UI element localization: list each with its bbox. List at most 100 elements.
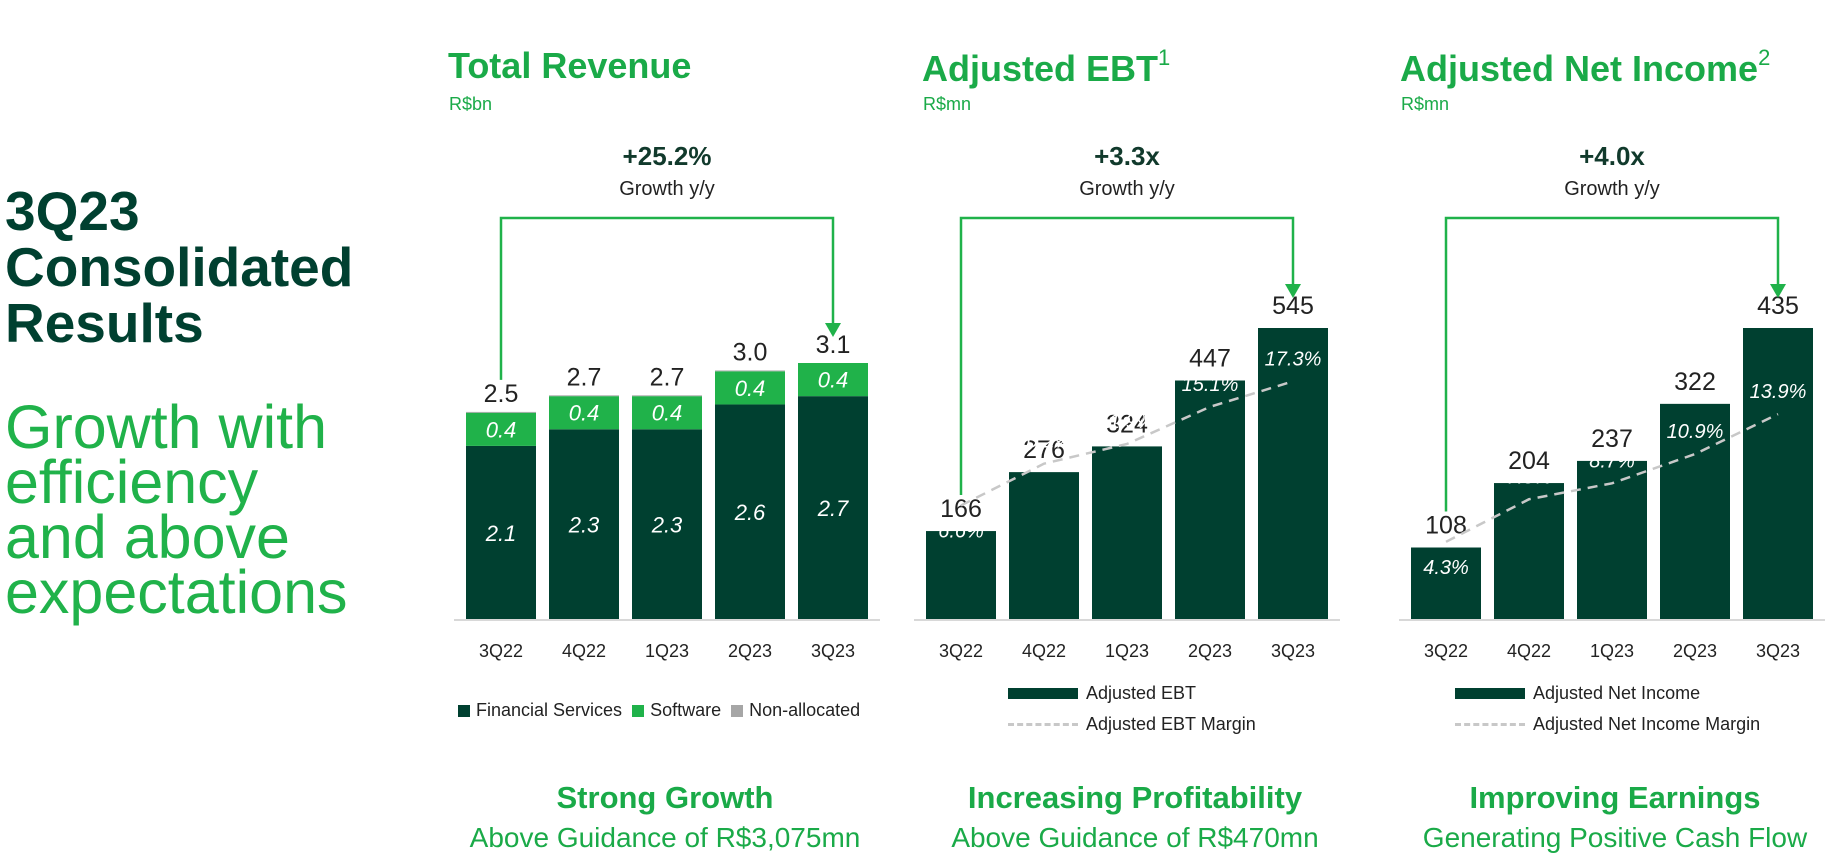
legend-swatch-adjusted-ebt [1008,688,1078,699]
margin-line [1445,413,1779,543]
legend-swatch-ebt-margin [1008,723,1078,726]
data-label-value: 447 [1189,345,1231,373]
revenue-chart: 2.1 0.4 2.5 3Q22 2.3 0.4 2.7 4Q22 2.3 0.4 2.7 1Q23 2… [454,141,880,661]
data-label-value: 204 [1508,447,1550,475]
revenue-unit: R$bn [449,94,493,114]
bar-software [798,363,868,397]
revenue-bottom-subtitle: Above Guidance of R$3,075mn [469,822,861,853]
revenue-legend: Financial Services Software Non-allocate… [458,700,860,721]
legend-label: Adjusted Net Income [1533,683,1701,703]
bar [1092,446,1162,620]
growth-arrowhead-icon [1285,284,1301,298]
data-label-value: 166 [940,495,982,523]
data-label-total: 2.7 [650,363,685,391]
growth-label: Growth y/y [619,178,715,200]
growth-value: +3.3x [1094,141,1160,171]
revenue-title-text: Total Revenue [448,45,692,86]
data-label-margin: 7.5% [1506,466,1552,488]
bar-software [715,371,785,405]
data-label-margin: 4.3% [1423,557,1469,579]
legend-label: Adjusted EBT [1086,683,1197,703]
data-label-software: 0.4 [486,417,517,442]
data-label-margin: 11.9% [1099,411,1154,433]
net-income-panel-title: Adjusted Net Income2 [1400,45,1770,90]
growth-bracket [1444,216,1780,512]
legend-label: Adjusted EBT Margin [1086,714,1256,734]
revenue-panel-title: Total Revenue [448,45,691,87]
data-label-software: 0.4 [818,368,849,393]
data-label-financial-services: 2.1 [485,521,517,546]
bar [1743,328,1813,620]
ebt-chart: 1663Q222764Q223241Q234472Q235453Q236.6%1… [914,141,1340,661]
growth-label: Growth y/y [1564,178,1660,200]
margin-line [960,380,1294,507]
data-label-software: 0.4 [735,376,766,401]
legend-swatch-net-income-margin [1455,723,1525,726]
bar-software [466,412,536,446]
data-label-financial-services: 2.3 [568,513,600,538]
x-tick-label: 1Q23 [645,641,689,661]
bar [1009,472,1079,620]
legend-label: Non-allocated [749,700,861,720]
data-label-financial-services: 2.7 [817,496,849,521]
growth-bracket [959,216,1295,496]
headline-line: Consolidated [5,236,354,298]
data-label-margin: 10.2% [1016,431,1073,453]
bar [1175,380,1245,620]
bar-non-allocated [549,395,619,397]
x-tick-label: 3Q22 [1424,641,1468,661]
bar [1411,547,1481,620]
bar [1577,460,1647,620]
data-label-financial-services: 2.3 [651,513,683,538]
x-tick-label: 3Q23 [1271,641,1315,661]
bar-non-allocated [632,395,702,397]
x-tick-label: 3Q22 [939,641,983,661]
legend-label: Software [650,700,722,720]
net-income-bottom-subtitle: Generating Positive Cash Flow [1422,822,1808,853]
data-label-margin: 6.6% [938,520,984,542]
data-label-margin: 17.3% [1265,348,1322,370]
bar-financial-services [632,429,702,620]
x-tick-label: 3Q23 [1756,641,1800,661]
data-label-value: 322 [1674,368,1716,396]
x-tick-label: 4Q22 [1022,641,1066,661]
legend-swatch-non-allocated [731,704,744,717]
bar-financial-services [715,404,785,620]
bar-software [632,396,702,430]
subheadline-line: efficiency [5,448,259,516]
ebt-panel-title: Adjusted EBT1 [922,45,1170,90]
legend-label: Financial Services [476,700,623,720]
growth-bracket [499,216,835,380]
net-income-title-text: Adjusted Net Income [1400,48,1759,89]
legend-swatch-adjusted-net-income [1455,688,1525,699]
data-label-margin: 13.9% [1750,381,1807,403]
ebt-title-text: Adjusted EBT [922,48,1159,89]
legend-label: Adjusted Net Income Margin [1533,714,1761,734]
data-label-software: 0.4 [569,401,600,426]
subheadline-line: Growth with [5,393,328,461]
bar [1494,483,1564,620]
bar-non-allocated [466,411,536,413]
ebt-legend-line: Adjusted EBT Margin [1008,714,1256,735]
growth-arrowhead-icon [825,323,841,337]
subheadline: Growth with efficiency and above expecta… [5,393,348,626]
ebt-footnote-marker: 1 [1158,45,1171,70]
revenue-bottom-title: Strong Growth [556,780,774,815]
data-label-value: 108 [1425,512,1467,540]
x-tick-label: 4Q22 [562,641,606,661]
ebt-legend-bar: Adjusted EBT [1008,683,1196,704]
data-label-total: 2.5 [484,380,519,408]
x-tick-label: 1Q23 [1590,641,1634,661]
x-tick-label: 4Q22 [1507,641,1551,661]
data-label-margin: 8.7% [1589,450,1635,472]
subheadline-line: expectations [5,558,348,626]
headline-line: Results [5,292,204,354]
bar-financial-services [549,429,619,620]
ebt-bottom-subtitle: Above Guidance of R$470mn [951,822,1319,853]
legend-swatch-financial-services [458,704,470,717]
bar-software [549,396,619,430]
bar-financial-services [466,445,536,620]
bar [926,531,996,620]
headline: 3Q23 Consolidated Results [5,183,353,351]
x-tick-label: 2Q23 [728,641,772,661]
